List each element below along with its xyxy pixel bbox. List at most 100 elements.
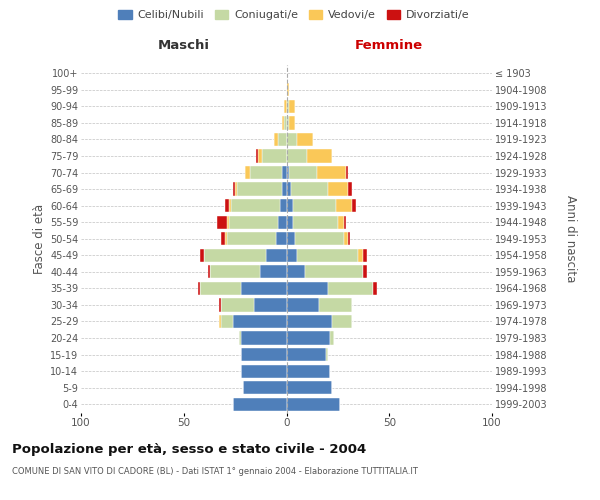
Bar [278, 216, 287, 229]
Bar [346, 166, 348, 179]
Bar [258, 150, 262, 162]
Bar [274, 133, 278, 146]
Bar [295, 232, 344, 245]
Bar [198, 282, 200, 295]
Bar [307, 150, 332, 162]
Bar [332, 315, 352, 328]
Bar [293, 199, 336, 212]
Bar [352, 199, 356, 212]
Bar [287, 116, 289, 130]
Bar [218, 315, 221, 328]
Bar [305, 265, 362, 278]
Bar [287, 332, 329, 344]
Bar [235, 182, 237, 196]
Bar [204, 248, 266, 262]
Bar [200, 248, 205, 262]
Bar [284, 100, 287, 113]
Bar [287, 100, 289, 113]
Bar [362, 265, 367, 278]
Bar [208, 265, 211, 278]
Bar [287, 199, 293, 212]
Bar [326, 348, 328, 361]
Bar [276, 232, 287, 245]
Bar [211, 265, 260, 278]
Bar [328, 282, 373, 295]
Bar [287, 398, 340, 411]
Bar [244, 381, 287, 394]
Bar [221, 298, 254, 312]
Bar [293, 216, 338, 229]
Bar [239, 332, 241, 344]
Text: COMUNE DI SAN VITO DI CADORE (BL) - Dati ISTAT 1° gennaio 2004 - Elaborazione TU: COMUNE DI SAN VITO DI CADORE (BL) - Dati… [12, 468, 418, 476]
Bar [287, 315, 332, 328]
Bar [250, 166, 283, 179]
Bar [231, 199, 280, 212]
Bar [358, 248, 362, 262]
Bar [237, 182, 283, 196]
Bar [221, 232, 225, 245]
Bar [225, 232, 227, 245]
Bar [287, 216, 293, 229]
Bar [317, 166, 346, 179]
Bar [287, 381, 332, 394]
Bar [225, 199, 229, 212]
Bar [233, 315, 287, 328]
Bar [221, 315, 233, 328]
Bar [348, 182, 352, 196]
Bar [290, 182, 328, 196]
Bar [287, 265, 305, 278]
Text: Maschi: Maschi [158, 39, 210, 52]
Bar [217, 216, 227, 229]
Bar [344, 232, 348, 245]
Bar [328, 182, 348, 196]
Bar [233, 182, 235, 196]
Bar [227, 232, 276, 245]
Bar [362, 248, 367, 262]
Bar [287, 282, 328, 295]
Bar [287, 150, 307, 162]
Bar [241, 364, 287, 378]
Bar [297, 248, 358, 262]
Bar [287, 298, 319, 312]
Bar [280, 199, 287, 212]
Bar [283, 166, 287, 179]
Bar [260, 265, 287, 278]
Bar [283, 182, 287, 196]
Text: Femmine: Femmine [355, 39, 424, 52]
Legend: Celibi/Nubili, Coniugati/e, Vedovi/e, Divorziati/e: Celibi/Nubili, Coniugati/e, Vedovi/e, Di… [114, 6, 474, 25]
Bar [329, 332, 334, 344]
Bar [254, 298, 287, 312]
Bar [319, 298, 352, 312]
Bar [287, 248, 297, 262]
Bar [266, 248, 287, 262]
Bar [348, 232, 350, 245]
Y-axis label: Anni di nascita: Anni di nascita [564, 195, 577, 282]
Bar [262, 150, 287, 162]
Bar [344, 216, 346, 229]
Bar [287, 166, 289, 179]
Y-axis label: Fasce di età: Fasce di età [32, 204, 46, 274]
Bar [229, 199, 231, 212]
Text: Popolazione per età, sesso e stato civile - 2004: Popolazione per età, sesso e stato civil… [12, 442, 366, 456]
Bar [200, 282, 241, 295]
Bar [283, 116, 284, 130]
Bar [233, 398, 287, 411]
Bar [241, 332, 287, 344]
Bar [287, 182, 290, 196]
Bar [227, 216, 229, 229]
Bar [218, 298, 221, 312]
Bar [245, 166, 250, 179]
Bar [289, 166, 317, 179]
Bar [229, 216, 278, 229]
Bar [278, 133, 287, 146]
Bar [241, 282, 287, 295]
Bar [287, 348, 326, 361]
Bar [336, 199, 352, 212]
Bar [287, 364, 329, 378]
Bar [297, 133, 313, 146]
Bar [287, 232, 295, 245]
Bar [289, 116, 295, 130]
Bar [241, 348, 287, 361]
Bar [289, 100, 295, 113]
Bar [284, 116, 287, 130]
